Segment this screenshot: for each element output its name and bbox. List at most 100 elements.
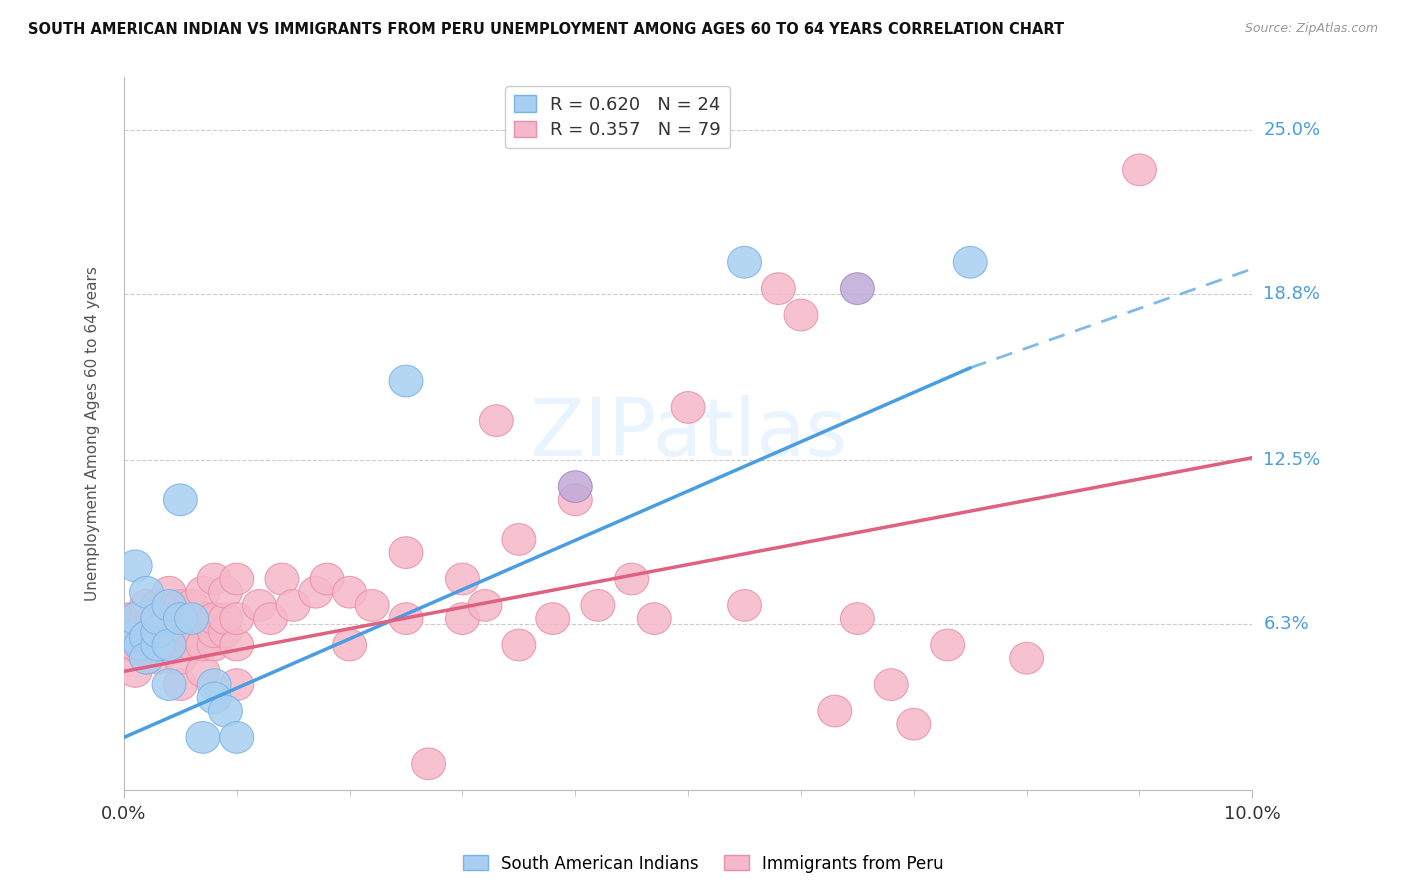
Ellipse shape: [536, 603, 569, 634]
Ellipse shape: [728, 590, 762, 621]
Ellipse shape: [118, 603, 152, 634]
Text: 6.3%: 6.3%: [1264, 615, 1309, 633]
Ellipse shape: [1010, 642, 1043, 674]
Ellipse shape: [671, 392, 704, 424]
Text: 25.0%: 25.0%: [1264, 121, 1320, 139]
Ellipse shape: [197, 682, 231, 714]
Ellipse shape: [152, 629, 186, 661]
Ellipse shape: [163, 616, 197, 648]
Ellipse shape: [468, 590, 502, 621]
Legend: R = 0.620   N = 24, R = 0.357   N = 79: R = 0.620 N = 24, R = 0.357 N = 79: [505, 87, 730, 148]
Text: SOUTH AMERICAN INDIAN VS IMMIGRANTS FROM PERU UNEMPLOYMENT AMONG AGES 60 TO 64 Y: SOUTH AMERICAN INDIAN VS IMMIGRANTS FROM…: [28, 22, 1064, 37]
Ellipse shape: [264, 563, 299, 595]
Ellipse shape: [118, 629, 152, 661]
Ellipse shape: [157, 603, 191, 634]
Ellipse shape: [163, 669, 197, 700]
Ellipse shape: [299, 576, 333, 608]
Ellipse shape: [118, 550, 152, 582]
Ellipse shape: [219, 669, 253, 700]
Ellipse shape: [163, 642, 197, 674]
Y-axis label: Unemployment Among Ages 60 to 64 years: Unemployment Among Ages 60 to 64 years: [86, 267, 100, 601]
Ellipse shape: [197, 616, 231, 648]
Ellipse shape: [581, 590, 614, 621]
Ellipse shape: [163, 484, 197, 516]
Text: ZIPatlas: ZIPatlas: [529, 395, 848, 473]
Ellipse shape: [762, 273, 796, 304]
Ellipse shape: [152, 629, 186, 661]
Ellipse shape: [841, 603, 875, 634]
Ellipse shape: [124, 629, 157, 661]
Ellipse shape: [174, 629, 208, 661]
Legend: South American Indians, Immigrants from Peru: South American Indians, Immigrants from …: [456, 848, 950, 880]
Ellipse shape: [135, 616, 169, 648]
Ellipse shape: [152, 576, 186, 608]
Ellipse shape: [311, 563, 344, 595]
Ellipse shape: [141, 603, 174, 634]
Ellipse shape: [479, 405, 513, 436]
Ellipse shape: [841, 273, 875, 304]
Ellipse shape: [141, 616, 174, 648]
Ellipse shape: [129, 621, 163, 653]
Ellipse shape: [208, 576, 242, 608]
Ellipse shape: [389, 537, 423, 568]
Ellipse shape: [389, 603, 423, 634]
Ellipse shape: [208, 695, 242, 727]
Ellipse shape: [141, 642, 174, 674]
Ellipse shape: [818, 695, 852, 727]
Ellipse shape: [219, 603, 253, 634]
Ellipse shape: [197, 603, 231, 634]
Ellipse shape: [186, 603, 219, 634]
Ellipse shape: [931, 629, 965, 661]
Text: Source: ZipAtlas.com: Source: ZipAtlas.com: [1244, 22, 1378, 36]
Ellipse shape: [208, 616, 242, 648]
Ellipse shape: [219, 629, 253, 661]
Ellipse shape: [118, 656, 152, 687]
Ellipse shape: [110, 629, 145, 661]
Ellipse shape: [129, 642, 163, 674]
Ellipse shape: [446, 563, 479, 595]
Ellipse shape: [637, 603, 671, 634]
Ellipse shape: [141, 629, 174, 661]
Ellipse shape: [112, 603, 146, 634]
Ellipse shape: [208, 603, 242, 634]
Ellipse shape: [129, 642, 163, 674]
Ellipse shape: [129, 590, 163, 621]
Ellipse shape: [253, 603, 288, 634]
Ellipse shape: [186, 629, 219, 661]
Ellipse shape: [129, 603, 163, 634]
Ellipse shape: [197, 629, 231, 661]
Ellipse shape: [163, 603, 197, 634]
Ellipse shape: [502, 629, 536, 661]
Ellipse shape: [953, 246, 987, 278]
Ellipse shape: [186, 722, 219, 753]
Ellipse shape: [197, 669, 231, 700]
Ellipse shape: [558, 484, 592, 516]
Ellipse shape: [276, 590, 311, 621]
Ellipse shape: [163, 629, 197, 661]
Ellipse shape: [141, 616, 174, 648]
Ellipse shape: [219, 563, 253, 595]
Ellipse shape: [356, 590, 389, 621]
Ellipse shape: [197, 563, 231, 595]
Ellipse shape: [1122, 154, 1156, 186]
Ellipse shape: [785, 299, 818, 331]
Ellipse shape: [614, 563, 648, 595]
Ellipse shape: [129, 576, 163, 608]
Ellipse shape: [186, 576, 219, 608]
Ellipse shape: [242, 590, 276, 621]
Ellipse shape: [219, 722, 253, 753]
Ellipse shape: [186, 656, 219, 687]
Ellipse shape: [129, 616, 163, 648]
Ellipse shape: [141, 629, 174, 661]
Ellipse shape: [112, 621, 146, 653]
Ellipse shape: [728, 246, 762, 278]
Ellipse shape: [333, 576, 367, 608]
Ellipse shape: [124, 616, 157, 648]
Ellipse shape: [152, 603, 186, 634]
Ellipse shape: [174, 616, 208, 648]
Ellipse shape: [141, 603, 174, 634]
Ellipse shape: [875, 669, 908, 700]
Text: 18.8%: 18.8%: [1264, 285, 1320, 303]
Ellipse shape: [152, 616, 186, 648]
Ellipse shape: [333, 629, 367, 661]
